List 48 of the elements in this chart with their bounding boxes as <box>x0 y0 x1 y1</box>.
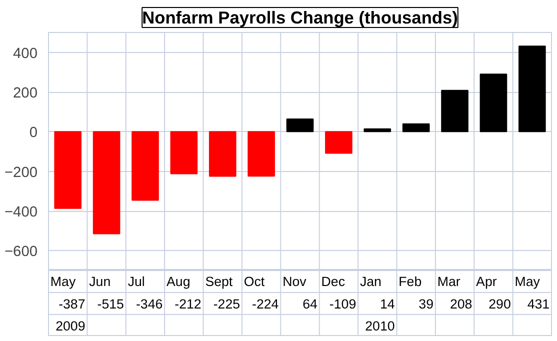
bar <box>480 74 508 132</box>
data-label: 208 <box>450 296 472 312</box>
text: 2009 <box>56 318 86 334</box>
x-tick-label: May <box>514 274 540 289</box>
data-label: -346 <box>136 296 163 312</box>
bar <box>518 46 546 132</box>
bar <box>248 131 275 177</box>
x-tick-label: Jun <box>89 274 111 289</box>
x-tick-label: May <box>50 274 76 289</box>
y-tick-label: −400 <box>4 204 38 220</box>
bar <box>402 123 430 132</box>
x-tick-label: Mar <box>437 274 461 289</box>
y-tick-label: 0 <box>29 125 38 142</box>
x-tick-label: Apr <box>476 274 498 289</box>
x-tick-label: Feb <box>398 274 422 289</box>
bar <box>132 131 159 201</box>
text: 2010 <box>365 318 395 334</box>
x-tick-label: Sept <box>205 274 233 289</box>
bar <box>364 128 392 132</box>
data-label: 290 <box>488 296 511 312</box>
bar <box>54 131 82 209</box>
data-label: -387 <box>58 296 86 312</box>
data-label: 39 <box>418 296 434 312</box>
bar <box>170 131 198 174</box>
bar <box>286 118 314 132</box>
bar <box>92 131 120 234</box>
y-tick-label: 200 <box>13 86 38 102</box>
bar <box>208 131 236 177</box>
bar <box>441 90 468 132</box>
x-tick-label: Nov <box>282 274 307 289</box>
data-label: -109 <box>329 296 356 312</box>
x-tick-label: Aug <box>166 274 190 289</box>
data-label: -224 <box>252 296 280 312</box>
x-tick-label: Jan <box>360 274 382 289</box>
data-label: 14 <box>380 296 396 312</box>
data-label: 64 <box>302 296 318 312</box>
bar <box>325 131 352 154</box>
data-label: -212 <box>174 296 202 312</box>
y-tick-label: −600 <box>4 244 38 260</box>
y-tick-label: −200 <box>4 164 38 181</box>
chart-title: Nonfarm Payrolls Change (thousands) <box>142 8 458 28</box>
x-tick-label: Dec <box>321 274 346 289</box>
y-tick-label: 400 <box>13 46 38 62</box>
data-label: -225 <box>213 296 240 312</box>
x-tick-label: Oct <box>244 274 265 289</box>
data-label: 431 <box>527 296 550 312</box>
x-tick-label: Jul <box>128 274 145 289</box>
data-label: -515 <box>97 296 124 312</box>
